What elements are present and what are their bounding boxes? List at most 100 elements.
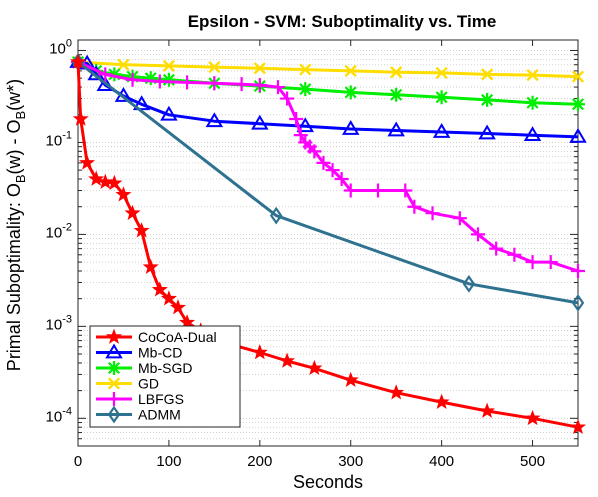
series-point-lbfgs (489, 241, 504, 256)
x-tick-label: 400 (429, 453, 454, 470)
legend-marker-lbfgs (107, 392, 121, 406)
series-point-cocoa-dual (124, 204, 141, 221)
series-point-cocoa-dual (79, 154, 96, 170)
series-line-mb-sgd (77, 60, 579, 106)
series-point-cocoa-dual (433, 393, 450, 409)
series-point-lbfgs (525, 255, 540, 270)
series-point-mb-sgd (525, 95, 540, 110)
series-point-cocoa-dual (342, 371, 359, 387)
series-point-lbfgs (507, 247, 522, 262)
series-point-mb-cd (160, 105, 178, 121)
series-point-cocoa-dual (169, 299, 187, 315)
series-point-cocoa-dual (151, 281, 168, 297)
legend-label-mb-cd: Mb-CD (138, 345, 182, 361)
series-point-cocoa-dual (88, 170, 105, 186)
series-point-lbfgs (271, 80, 285, 95)
series-point-lbfgs (471, 227, 485, 242)
y-axis-label: Primal Suboptimality: OB(w) - OB(w*) (4, 79, 28, 371)
series-point-gd (390, 66, 403, 79)
chart-title: Epsilon - SVM: Suboptimality vs. Time (188, 12, 497, 31)
series-point-lbfgs (207, 76, 222, 91)
series-point-lbfgs (316, 155, 331, 170)
series-point-lbfgs (293, 128, 308, 143)
series-point-mb-cd (523, 126, 542, 142)
series-line-admm (77, 60, 579, 305)
series-point-lbfgs (407, 199, 422, 214)
series-point-cocoa-dual (388, 384, 405, 400)
series-point-lbfgs (371, 183, 385, 198)
series-point-mb-cd (205, 112, 224, 128)
series-point-lbfgs (425, 206, 440, 221)
series-point-gd (526, 68, 539, 82)
series-point-cocoa-dual (115, 186, 132, 202)
series-point-lbfgs (334, 172, 349, 187)
series-point-mb-sgd (389, 87, 404, 102)
y-tick-label: 10-4 (46, 405, 72, 425)
series-point-lbfgs (325, 163, 340, 178)
series-point-cocoa-dual (251, 344, 268, 360)
y-tick-label: 10-3 (46, 313, 72, 333)
series-point-gd (344, 64, 357, 77)
legend-label-mb-sgd: Mb-SGD (138, 360, 192, 376)
series-point-cocoa-dual (306, 359, 323, 376)
y-tick-label: 10-2 (46, 221, 72, 241)
legend-marker-mb-cd (105, 343, 123, 359)
series-point-lbfgs (398, 183, 413, 198)
series-point-lbfgs (252, 78, 267, 93)
series-point-cocoa-dual (142, 258, 159, 274)
series-point-cocoa-dual (279, 352, 296, 368)
legend-marker-mb-sgd (107, 361, 121, 375)
series-point-gd (299, 63, 312, 76)
series-point-lbfgs (280, 91, 295, 106)
series-point-lbfgs (452, 211, 467, 226)
series-point-lbfgs (543, 255, 558, 270)
series-point-admm (571, 293, 585, 312)
x-tick-label: 200 (247, 453, 272, 470)
legend-label-cocoa-dual: CoCoA-Dual (138, 329, 217, 345)
series-point-gd (162, 59, 176, 72)
series-point-mb-sgd (434, 90, 449, 105)
y-tick-label: 100 (49, 37, 72, 57)
x-tick-label: 500 (520, 453, 545, 470)
series-point-mb-cd (569, 127, 587, 143)
legend-label-admm: ADMM (138, 407, 181, 423)
series-line-lbfgs (77, 60, 579, 273)
series-point-mb-cd (132, 95, 151, 111)
series-point-lbfgs (180, 75, 195, 90)
series-point-gd (480, 68, 494, 81)
y-tick-label: 10-1 (46, 129, 72, 149)
series-point-mb-cd (341, 120, 360, 135)
series-point-mb-sgd (343, 85, 358, 100)
series-point-mb-sgd (298, 82, 313, 97)
x-axis-label: Seconds (293, 472, 363, 492)
series-point-lbfgs (307, 144, 322, 159)
series-point-mb-sgd (143, 71, 158, 86)
series-point-cocoa-dual (72, 110, 89, 126)
series-point-lbfgs (343, 183, 358, 198)
series-line-gd (77, 60, 579, 79)
series-point-gd (253, 62, 266, 75)
series-point-admm (462, 274, 476, 293)
series-point-lbfgs (234, 77, 249, 92)
series-point-cocoa-dual (569, 418, 587, 435)
series-point-mb-sgd (161, 72, 176, 87)
series-point-gd (571, 70, 585, 83)
series-point-cocoa-dual (160, 290, 177, 306)
series-point-mb-cd (251, 114, 269, 130)
x-tick-label: 100 (156, 453, 181, 470)
series-point-mb-cd (432, 122, 451, 138)
series-point-cocoa-dual (97, 173, 114, 189)
legend-marker-cocoa-dual (105, 328, 123, 344)
x-tick-label: 300 (338, 453, 363, 470)
series-point-mb-cd (478, 124, 496, 140)
series-point-gd (435, 66, 448, 80)
series-point-mb-sgd (480, 92, 495, 107)
legend-label-gd: GD (138, 376, 159, 392)
series-point-lbfgs (98, 67, 113, 82)
series-point-cocoa-dual (479, 402, 496, 418)
series-point-cocoa-dual (106, 174, 123, 191)
series-point-mb-sgd (571, 97, 585, 112)
series-point-cocoa-dual (524, 409, 541, 426)
